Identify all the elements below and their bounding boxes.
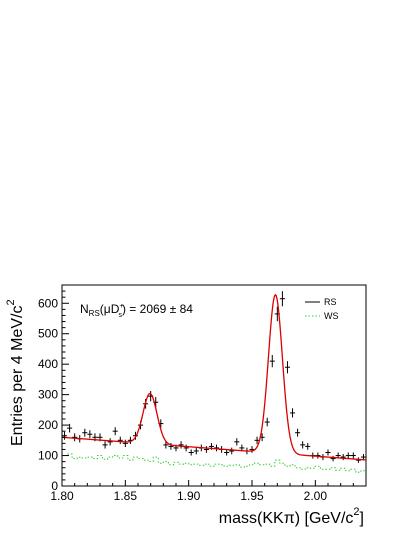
y-tick-label: 500 xyxy=(38,327,58,341)
rs-data-point xyxy=(214,444,220,452)
rs-data-point xyxy=(112,427,118,436)
rs-data-point xyxy=(188,449,194,456)
rs-data-point xyxy=(102,441,108,449)
rs-data-point xyxy=(72,433,78,442)
ws-histogram-line xyxy=(62,453,366,473)
rs-data-point xyxy=(183,444,189,452)
rs-data-point xyxy=(193,447,199,455)
rs-data-point xyxy=(284,361,290,374)
rs-data-point xyxy=(330,455,336,462)
rs-data-point xyxy=(254,436,260,444)
y-tick-label: 300 xyxy=(38,388,58,402)
legend-ws-label: WS xyxy=(324,311,339,321)
rs-data-point xyxy=(264,417,270,427)
annotation-n: N xyxy=(80,302,89,316)
rs-data-point xyxy=(203,446,209,453)
x-axis-label: mass(KKπ) [GeV/c2] xyxy=(219,506,364,527)
rs-data-point xyxy=(224,449,230,456)
rs-data-point xyxy=(87,430,93,439)
rs-data-point xyxy=(295,428,301,437)
rs-data-point xyxy=(62,431,68,440)
y-tick-label: 100 xyxy=(38,449,58,463)
annotation-n-sub: RS xyxy=(89,309,100,318)
y-tick-label: 200 xyxy=(38,418,58,432)
rs-data-point xyxy=(234,438,240,446)
x-tick-label: 1.80 xyxy=(50,489,74,503)
axes: 1.80 1.85 1.90 1.95 2.00 0 100 200 300 400 500 600 xyxy=(38,290,367,503)
y-tick-label: 400 xyxy=(38,357,58,371)
fit-curve-line xyxy=(61,293,367,461)
annotation-signal-yield: NRS(μD+ s) = 2069 ± 84 xyxy=(80,302,193,319)
rs-data-point xyxy=(345,452,351,459)
rs-data-point xyxy=(290,408,296,418)
annotation-paren: (μD xyxy=(100,302,120,316)
rs-data-point xyxy=(107,438,113,446)
rs-data-point xyxy=(249,446,255,453)
annotation-ds-sub: s xyxy=(118,312,122,319)
rs-series xyxy=(62,291,366,463)
rs-data-point xyxy=(117,436,123,444)
annotation-rest: ) = 2069 ± 84 xyxy=(122,302,193,316)
rs-data-point xyxy=(300,441,306,449)
rs-data-point xyxy=(340,454,346,461)
rs-data-point xyxy=(350,452,356,459)
rs-data-point xyxy=(163,441,169,449)
rs-data-point xyxy=(315,452,321,459)
x-tick-label: 1.90 xyxy=(177,489,201,503)
y-tick-label: 600 xyxy=(38,296,58,310)
rs-data-point xyxy=(325,449,331,456)
legend-rs-label: RS xyxy=(324,297,337,307)
x-tick-label: 1.95 xyxy=(240,489,264,503)
rs-data-point xyxy=(229,447,235,455)
x-tick-label: 1.85 xyxy=(114,489,138,503)
y-tick-label: 0 xyxy=(51,479,58,493)
rs-data-point xyxy=(67,423,73,433)
legend: RS WS xyxy=(305,297,339,321)
ws-series xyxy=(62,453,366,473)
rs-data-point xyxy=(178,441,184,449)
rs-data-point xyxy=(305,443,311,450)
rs-data-point xyxy=(132,431,138,440)
x-tick-label: 2.00 xyxy=(304,489,328,503)
fit-curve xyxy=(61,293,367,461)
rs-data-point xyxy=(82,428,88,437)
rs-data-point xyxy=(122,439,128,448)
rs-data-point xyxy=(269,355,275,368)
rs-data-point xyxy=(279,291,285,307)
annotation-ds-sup: + xyxy=(119,303,123,310)
y-axis-label: Entries per 4 MeV/c2 xyxy=(5,299,26,446)
